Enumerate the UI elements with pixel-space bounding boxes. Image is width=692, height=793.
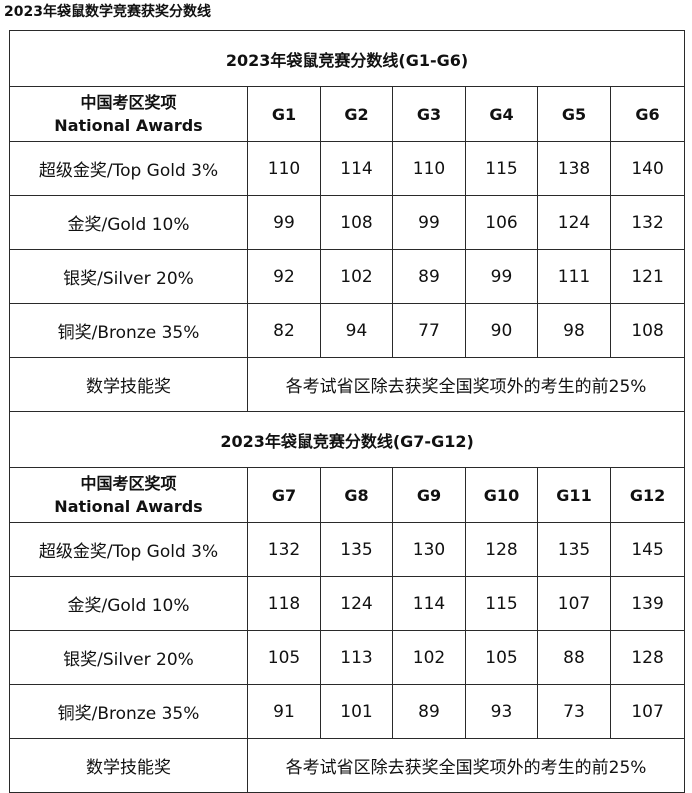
score-cell: 89 (392, 684, 466, 739)
grade-header: G3 (392, 86, 466, 142)
score-cell: 99 (247, 195, 321, 250)
awards-header-cell: 中国考区奖项 National Awards (9, 86, 248, 142)
table-row: 金奖/Gold 10% 99 108 99 106 124 132 (9, 195, 686, 250)
score-cell: 108 (609, 303, 686, 358)
score-cell: 107 (537, 576, 611, 631)
score-cell: 102 (392, 630, 466, 685)
score-cell: 140 (609, 141, 686, 196)
skill-award-label: 数学技能奖 (9, 738, 248, 793)
score-cell: 99 (392, 195, 466, 250)
table-row: 金奖/Gold 10% 118 124 114 115 107 139 (9, 576, 686, 631)
score-cell: 114 (320, 141, 393, 196)
column-header-row: 中国考区奖项 National Awards G1 G2 G3 G4 G5 G6 (9, 86, 686, 142)
score-cell: 101 (320, 684, 393, 739)
section-heading-row: 2023年袋鼠竞赛分数线(G7-G12) (8, 411, 686, 468)
award-label: 超级金奖/Top Gold 3% (9, 141, 248, 196)
award-label: 银奖/Silver 20% (9, 249, 248, 304)
column-header-row: 中国考区奖项 National Awards G7 G8 G9 G10 G11 G12 (9, 467, 686, 523)
score-cell: 115 (465, 576, 538, 631)
skill-award-label: 数学技能奖 (9, 357, 248, 412)
score-cell: 82 (247, 303, 321, 358)
score-cell: 110 (247, 141, 321, 196)
skill-award-desc: 各考试省区除去获奖全国奖项外的考生的前25% (246, 738, 686, 793)
award-label: 铜奖/Bronze 35% (9, 303, 248, 358)
score-cell: 121 (609, 249, 686, 304)
award-label: 金奖/Gold 10% (9, 195, 248, 250)
awards-header-cn: 中国考区奖项 (80, 93, 177, 112)
score-cell: 145 (609, 522, 686, 577)
score-cell: 98 (537, 303, 611, 358)
table-row: 银奖/Silver 20% 105 113 102 105 88 128 (9, 630, 686, 685)
score-cell: 124 (537, 195, 611, 250)
score-cell: 132 (609, 195, 686, 250)
score-cell: 105 (247, 630, 321, 685)
score-cell: 89 (392, 249, 466, 304)
score-cell: 110 (392, 141, 466, 196)
section-heading-row: 2023年袋鼠竞赛分数线(G1-G6) (8, 30, 686, 87)
award-label: 超级金奖/Top Gold 3% (9, 522, 248, 577)
score-cell: 99 (465, 249, 538, 304)
table-row: 银奖/Silver 20% 92 102 89 99 111 121 (9, 249, 686, 304)
section-heading: 2023年袋鼠竞赛分数线(G7-G12) (8, 411, 686, 468)
score-cell: 132 (247, 522, 321, 577)
score-cell: 102 (320, 249, 393, 304)
table-row: 超级金奖/Top Gold 3% 110 114 110 115 138 140 (9, 141, 686, 196)
score-cell: 90 (465, 303, 538, 358)
grade-header: G12 (609, 467, 686, 523)
grade-header: G8 (320, 467, 393, 523)
score-cell: 128 (465, 522, 538, 577)
score-cell: 128 (609, 630, 686, 685)
grade-header: G6 (609, 86, 686, 142)
table-row: 铜奖/Bronze 35% 82 94 77 90 98 108 (9, 303, 686, 358)
skill-award-desc: 各考试省区除去获奖全国奖项外的考生的前25% (246, 357, 686, 412)
awards-header-cell: 中国考区奖项 National Awards (9, 467, 248, 523)
grade-header: G5 (537, 86, 611, 142)
award-label: 银奖/Silver 20% (9, 630, 248, 685)
score-cell: 107 (609, 684, 686, 739)
score-cell: 77 (392, 303, 466, 358)
award-label: 金奖/Gold 10% (9, 576, 248, 631)
page-title: 2023年袋鼠数学竞赛获奖分数线 (4, 4, 211, 20)
award-label: 铜奖/Bronze 35% (9, 684, 248, 739)
score-cell: 139 (609, 576, 686, 631)
skill-award-row: 数学技能奖 各考试省区除去获奖全国奖项外的考生的前25% (9, 357, 686, 412)
skill-award-row: 数学技能奖 各考试省区除去获奖全国奖项外的考生的前25% (9, 738, 686, 793)
score-cell: 108 (320, 195, 393, 250)
score-cell: 118 (247, 576, 321, 631)
grade-header: G9 (392, 467, 466, 523)
awards-header-en: National Awards (54, 497, 203, 516)
score-cell: 106 (465, 195, 538, 250)
awards-header-en: National Awards (54, 116, 203, 135)
grade-header: G1 (247, 86, 321, 142)
score-cell: 114 (392, 576, 466, 631)
score-cell: 111 (537, 249, 611, 304)
score-cell: 135 (320, 522, 393, 577)
score-cell: 105 (465, 630, 538, 685)
score-cell: 115 (465, 141, 538, 196)
grade-header: G10 (465, 467, 538, 523)
score-cell: 130 (392, 522, 466, 577)
score-cell: 113 (320, 630, 393, 685)
score-cell: 92 (247, 249, 321, 304)
score-cell: 138 (537, 141, 611, 196)
awards-header-cn: 中国考区奖项 (80, 474, 177, 493)
score-cell: 88 (537, 630, 611, 685)
score-cell: 93 (465, 684, 538, 739)
score-cell: 135 (537, 522, 611, 577)
table-row: 铜奖/Bronze 35% 91 101 89 93 73 107 (9, 684, 686, 739)
score-table: 2023年袋鼠竞赛分数线(G1-G6) 中国考区奖项 National Awards… (8, 30, 686, 793)
score-cell: 73 (537, 684, 611, 739)
grade-header: G11 (537, 467, 611, 523)
score-cell: 124 (320, 576, 393, 631)
score-cell: 91 (247, 684, 321, 739)
grade-header: G2 (320, 86, 393, 142)
grade-header: G4 (465, 86, 538, 142)
table-row: 超级金奖/Top Gold 3% 132 135 130 128 135 145 (9, 522, 686, 577)
score-cell: 94 (320, 303, 393, 358)
grade-header: G7 (247, 467, 321, 523)
section-heading: 2023年袋鼠竞赛分数线(G1-G6) (8, 30, 686, 87)
